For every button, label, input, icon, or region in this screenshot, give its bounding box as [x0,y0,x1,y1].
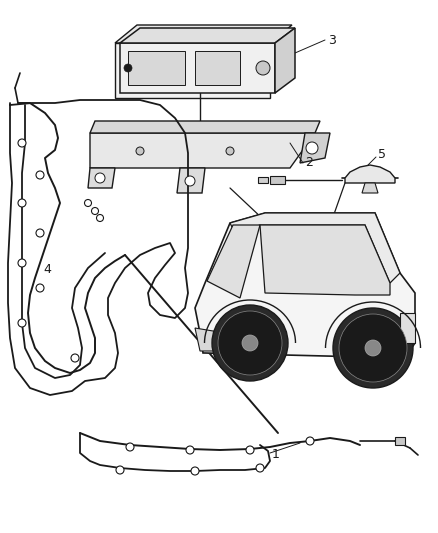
Circle shape [126,443,134,451]
Polygon shape [88,168,115,188]
Polygon shape [195,213,415,358]
Polygon shape [345,165,395,183]
Circle shape [242,335,258,351]
Polygon shape [207,225,260,298]
Polygon shape [362,183,378,193]
Polygon shape [120,43,275,93]
Circle shape [333,308,413,388]
Circle shape [36,229,44,237]
Polygon shape [115,25,292,43]
Polygon shape [400,313,415,343]
Circle shape [36,284,44,292]
Text: 3: 3 [328,34,336,46]
Circle shape [218,311,282,375]
Circle shape [306,142,318,154]
Polygon shape [260,225,390,295]
Circle shape [124,64,132,72]
Text: 5: 5 [378,149,386,161]
Polygon shape [395,437,405,445]
Polygon shape [300,133,330,163]
Text: 2: 2 [305,157,313,169]
Circle shape [95,173,105,183]
Polygon shape [120,28,295,43]
Circle shape [212,305,288,381]
Circle shape [365,340,381,356]
Circle shape [186,446,194,454]
Polygon shape [90,121,320,133]
Circle shape [18,139,26,147]
Circle shape [256,464,264,472]
Text: 1: 1 [272,448,280,462]
Circle shape [36,171,44,179]
Polygon shape [275,28,295,93]
Circle shape [96,214,103,222]
Polygon shape [128,51,185,85]
Polygon shape [90,133,315,168]
Text: 4: 4 [44,263,52,276]
Polygon shape [177,168,205,193]
Circle shape [246,446,254,454]
Circle shape [18,319,26,327]
Circle shape [18,199,26,207]
Polygon shape [258,177,268,183]
Polygon shape [230,213,400,283]
Circle shape [339,314,407,382]
Polygon shape [115,43,270,98]
Circle shape [191,467,199,475]
Circle shape [85,199,92,206]
Polygon shape [270,176,285,184]
Polygon shape [195,51,240,85]
Circle shape [92,207,99,214]
Circle shape [226,147,234,155]
Circle shape [256,61,270,75]
Circle shape [71,354,79,362]
Circle shape [116,466,124,474]
Circle shape [136,147,144,155]
Polygon shape [195,328,225,351]
Circle shape [18,259,26,267]
Circle shape [185,176,195,186]
Circle shape [306,437,314,445]
